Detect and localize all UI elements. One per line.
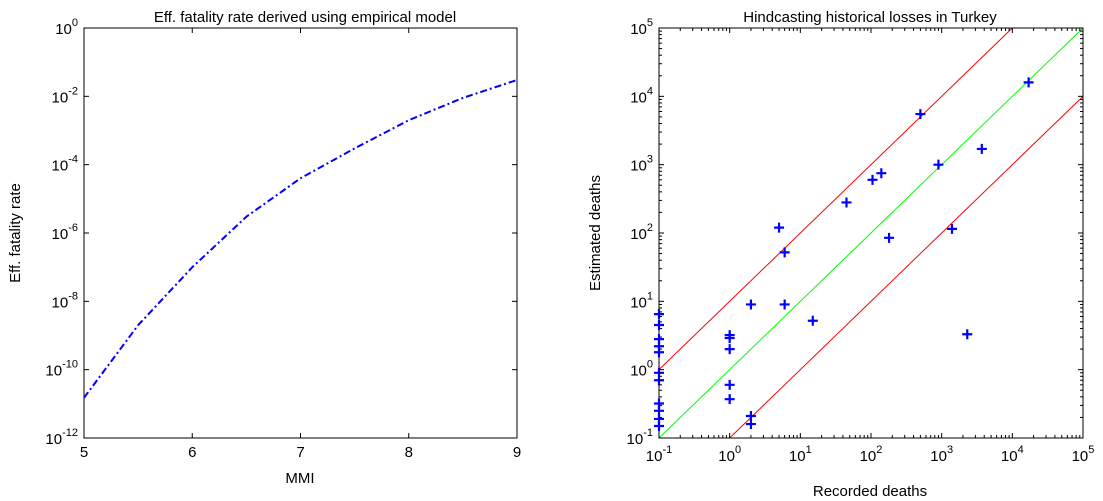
chart2-data-point xyxy=(876,168,887,179)
chart2-data-point xyxy=(915,109,926,120)
chart1-ytick-label: 10-2 xyxy=(52,85,78,106)
chart2-xtick-label: 105 xyxy=(1072,444,1095,465)
chart2-ytick-label: 102 xyxy=(630,222,653,243)
chart2-data-point xyxy=(724,379,735,390)
chart1-xlabel: MMI xyxy=(285,470,314,487)
chart2-ytick-label: 101 xyxy=(630,290,653,311)
chart2-xtick-label: 10-1 xyxy=(646,444,672,465)
chart2-ytick-label: 105 xyxy=(630,17,653,38)
chart2-data-point xyxy=(841,197,852,208)
chart2-data-point xyxy=(654,309,664,320)
chart1-series-line xyxy=(83,79,518,399)
chart2-xlabel: Recorded deaths xyxy=(813,483,927,500)
chart2-data-point xyxy=(976,143,987,154)
chart1-ytick-label: 10-8 xyxy=(52,290,78,311)
chart2-ytick-label: 10-1 xyxy=(627,427,653,448)
fatality-rate-chart: Eff. fatality rate derived using empiric… xyxy=(7,9,521,487)
chart2-ytick-label: 100 xyxy=(630,359,653,380)
hindcasting-chart: Hindcasting historical losses in Turkey … xyxy=(587,9,1094,500)
chart1-ytick-label: 100 xyxy=(55,17,78,38)
chart2-reference-line xyxy=(729,95,1084,439)
chart2-data-point xyxy=(946,223,957,234)
chart2-data-point xyxy=(1023,77,1034,88)
chart2-ytick-label: 104 xyxy=(630,85,653,106)
chart2-data-point xyxy=(807,315,818,326)
chart1-ytick-label: 10-10 xyxy=(45,359,78,380)
chart2-data-point xyxy=(745,419,756,430)
chart2-reference-line xyxy=(658,27,1013,371)
chart2-ylabel: Estimated deaths xyxy=(587,175,604,291)
chart2-reference-lines xyxy=(658,27,1084,439)
chart1-xtick-label: 7 xyxy=(296,444,304,461)
chart2-data-point xyxy=(654,420,664,431)
chart2-xtick-label: 100 xyxy=(718,444,741,465)
chart2-data-point xyxy=(962,329,973,340)
chart1-xtick-label: 9 xyxy=(513,444,521,461)
chart2-data-point xyxy=(774,222,785,233)
chart1-ytick-label: 10-4 xyxy=(52,154,78,175)
chart1-xtick-label: 6 xyxy=(188,444,196,461)
chart2-xtick-label: 103 xyxy=(930,444,953,465)
chart1-ticks: 5 6 7 8 9 10-12 10-10 10-8 10-6 10-4 10-2 100 xyxy=(45,17,521,461)
chart2-data-point xyxy=(745,299,756,310)
chart2-reference-line xyxy=(658,27,1084,439)
chart2-data-point xyxy=(884,232,895,243)
chart1-title: Eff. fatality rate derived using empiric… xyxy=(154,9,456,26)
chart2-data-point xyxy=(724,333,735,344)
chart2-data-point xyxy=(779,299,790,310)
chart2-points xyxy=(654,77,1034,431)
chart2-data-point xyxy=(933,159,944,170)
chart1-xtick-label: 5 xyxy=(80,444,88,461)
chart2-data-point xyxy=(779,247,790,258)
chart1-ylabel: Eff. fatality rate xyxy=(7,183,24,283)
chart2-data-point xyxy=(724,344,735,355)
chart2-data-point xyxy=(724,394,735,405)
chart1-plot-frame xyxy=(83,27,518,439)
chart2-ytick-label: 103 xyxy=(630,154,653,175)
chart1-ytick-label: 10-12 xyxy=(45,427,78,448)
chart1-ytick-label: 10-6 xyxy=(52,222,78,243)
chart2-ticks: 10-1 100 101 102 103 104 105 10-1 100 101 102 103 10… xyxy=(627,17,1095,465)
chart2-xtick-label: 104 xyxy=(1001,444,1024,465)
chart2-xtick-label: 101 xyxy=(789,444,812,465)
chart2-title: Hindcasting historical losses in Turkey xyxy=(743,9,997,26)
chart2-data-point xyxy=(867,174,878,185)
chart2-xtick-label: 102 xyxy=(860,444,883,465)
chart1-series xyxy=(83,79,518,399)
chart1-xtick-label: 8 xyxy=(405,444,413,461)
